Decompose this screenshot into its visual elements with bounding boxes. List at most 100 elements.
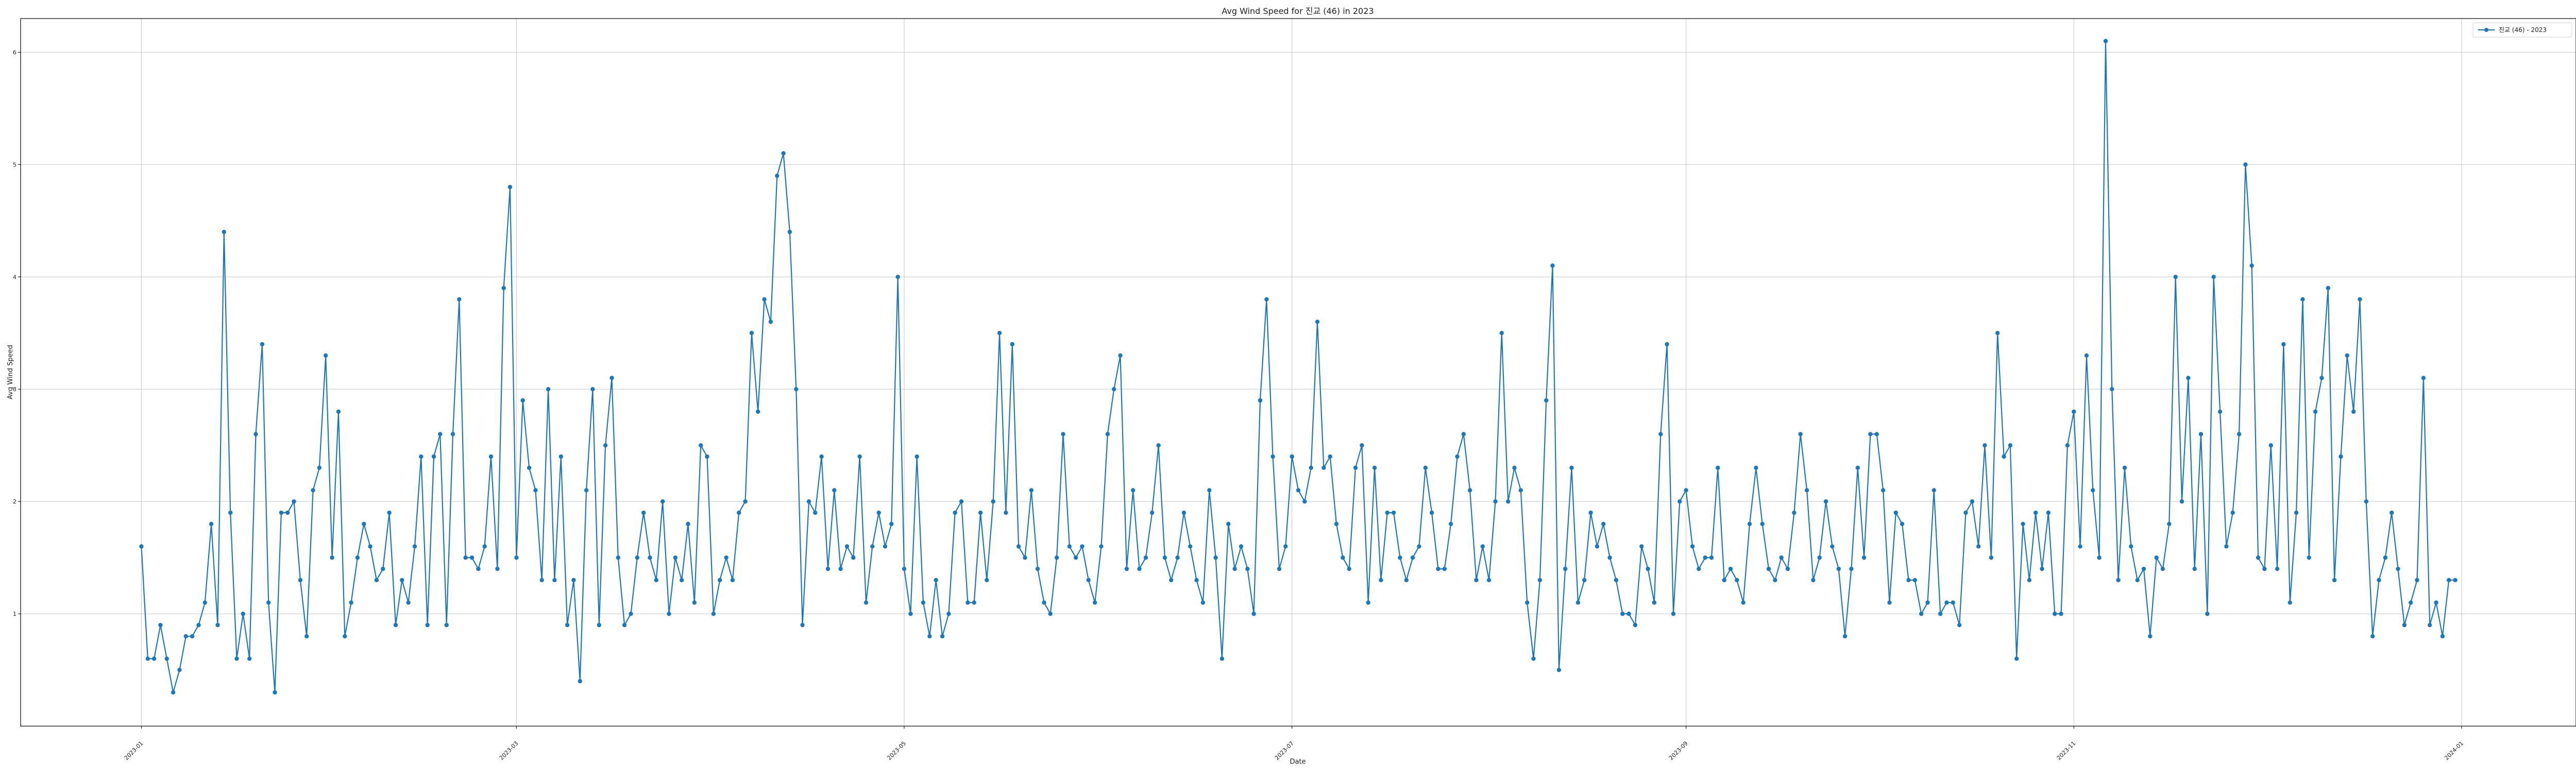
data-point — [177, 667, 182, 673]
data-point — [921, 600, 926, 605]
data-point — [1277, 566, 1282, 572]
data-point — [597, 623, 602, 628]
data-point — [1442, 566, 1447, 572]
data-point — [1716, 465, 1720, 470]
data-point — [393, 623, 398, 628]
data-point — [800, 623, 805, 628]
data-point — [2383, 555, 2388, 560]
data-point — [222, 229, 226, 234]
data-point — [501, 285, 506, 291]
data-point — [1887, 600, 1892, 605]
data-point — [2230, 510, 2235, 515]
x-axis-label: Date — [1290, 758, 1306, 766]
data-point — [1550, 263, 1555, 268]
data-point — [857, 454, 862, 459]
data-point — [1785, 566, 1790, 572]
data-point — [1239, 544, 1244, 549]
data-point — [1004, 510, 1008, 515]
data-point — [2046, 510, 2051, 515]
data-point — [2428, 623, 2432, 628]
data-point — [648, 555, 652, 560]
data-point — [324, 353, 328, 358]
data-point — [209, 522, 214, 526]
data-point — [546, 387, 551, 392]
data-point — [2364, 499, 2368, 504]
data-point — [1595, 544, 1600, 549]
data-point — [273, 690, 277, 695]
data-point — [2084, 353, 2089, 358]
data-point — [1067, 544, 1072, 549]
data-point — [304, 634, 309, 638]
data-point — [2358, 297, 2362, 301]
data-point — [622, 623, 627, 628]
data-point — [1118, 353, 1123, 358]
data-point — [2167, 522, 2172, 526]
data-point — [851, 555, 856, 560]
data-point — [1995, 331, 2000, 335]
data-point — [2014, 657, 2019, 661]
data-point — [667, 611, 671, 616]
data-point — [787, 229, 792, 234]
data-point — [1963, 510, 1968, 515]
data-point — [2053, 611, 2057, 616]
data-point — [2072, 409, 2076, 414]
data-point — [2129, 544, 2133, 549]
data-point — [2217, 409, 2223, 414]
data-point — [2078, 544, 2082, 549]
data-point — [2040, 566, 2044, 572]
data-point — [2332, 578, 2337, 582]
data-point — [253, 432, 258, 436]
data-point — [298, 578, 303, 582]
y-tick-label: 4 — [13, 274, 16, 280]
data-point — [1061, 432, 1065, 436]
data-point — [1626, 611, 1631, 616]
data-point — [870, 544, 875, 549]
data-point — [1690, 544, 1695, 549]
data-point — [876, 510, 881, 515]
data-point — [1735, 578, 1739, 582]
data-point — [832, 488, 837, 493]
data-point — [412, 544, 417, 549]
data-point — [196, 623, 201, 628]
data-point — [1016, 544, 1021, 549]
data-point — [317, 465, 322, 470]
data-point — [2110, 387, 2114, 392]
data-point — [2065, 443, 2070, 448]
data-point — [1722, 578, 1726, 582]
data-point — [1938, 611, 1943, 616]
data-point — [1074, 555, 1078, 560]
data-point — [1556, 667, 1562, 673]
data-point — [1232, 566, 1237, 572]
data-point — [1944, 600, 1949, 605]
data-point — [1588, 510, 1593, 515]
data-point — [635, 555, 640, 560]
data-point — [2021, 522, 2025, 526]
data-point — [2148, 634, 2153, 638]
data-point — [1563, 566, 1568, 572]
data-point — [558, 454, 564, 459]
data-point — [1455, 454, 1460, 459]
data-point — [1404, 578, 1409, 582]
data-point — [2249, 263, 2254, 268]
data-point — [164, 657, 169, 661]
data-point — [349, 600, 353, 605]
data-point — [387, 510, 392, 515]
data-point — [1353, 465, 1358, 470]
data-point — [2059, 611, 2063, 616]
data-point — [705, 454, 709, 459]
data-point — [1868, 432, 1873, 436]
data-point — [151, 657, 157, 661]
y-tick-label: 2 — [13, 498, 16, 505]
data-point — [266, 600, 271, 605]
data-point — [1423, 465, 1428, 470]
chart-title: Avg Wind Speed for 진교 (46) in 2023 — [1222, 6, 1374, 16]
data-point — [743, 499, 748, 504]
data-point — [476, 566, 481, 572]
data-point — [1976, 544, 1981, 549]
data-point — [2205, 611, 2210, 616]
data-point — [1925, 600, 1930, 605]
data-point — [908, 611, 913, 616]
data-point — [1200, 600, 1206, 605]
data-point — [2027, 578, 2032, 582]
data-point — [1480, 544, 1485, 549]
